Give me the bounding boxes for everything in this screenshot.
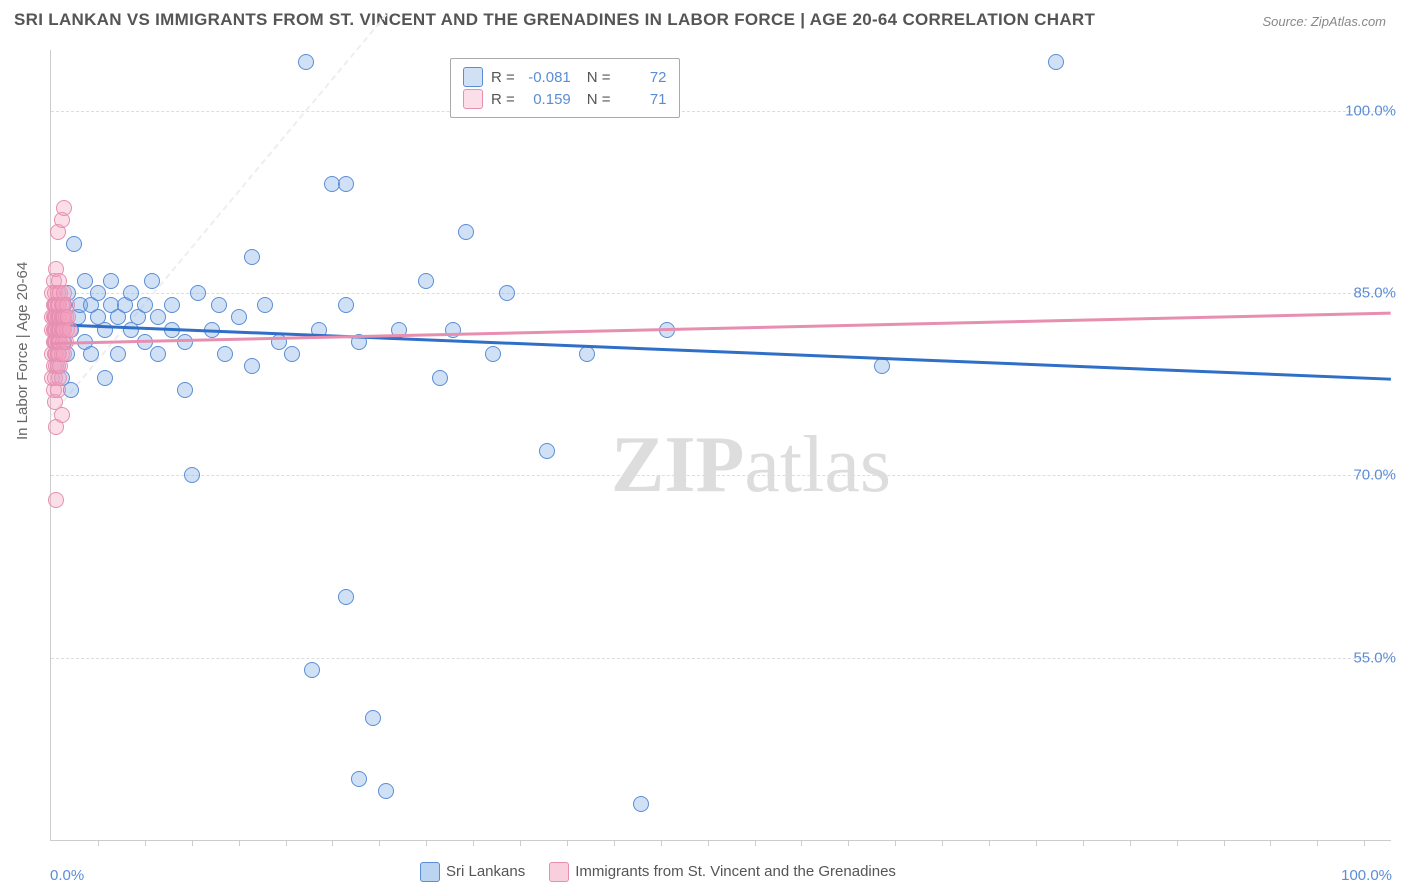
x-tick (379, 840, 380, 846)
chart-title: SRI LANKAN VS IMMIGRANTS FROM ST. VINCEN… (14, 10, 1095, 30)
data-point (499, 285, 515, 301)
x-tick (1270, 840, 1271, 846)
data-point (338, 176, 354, 192)
data-point (62, 322, 78, 338)
data-point (432, 370, 448, 386)
regression-line (51, 311, 1391, 344)
x-tick (848, 840, 849, 846)
y-tick-label: 55.0% (1353, 649, 1396, 666)
y-axis-label: In Labor Force | Age 20-64 (14, 262, 31, 440)
data-point (874, 358, 890, 374)
x-tick (942, 840, 943, 846)
source-attribution: Source: ZipAtlas.com (1262, 14, 1386, 29)
data-point (365, 710, 381, 726)
data-point (54, 407, 70, 423)
data-point (579, 346, 595, 362)
x-tick (567, 840, 568, 846)
x-tick (145, 840, 146, 846)
legend-item: Sri Lankans (420, 862, 525, 882)
data-point (103, 273, 119, 289)
data-point (137, 297, 153, 313)
x-tick (661, 840, 662, 846)
data-point (48, 492, 64, 508)
data-point (257, 297, 273, 313)
data-point (284, 346, 300, 362)
data-point (184, 467, 200, 483)
data-point (539, 443, 555, 459)
x-tick (1364, 840, 1365, 846)
x-tick (1224, 840, 1225, 846)
data-point (217, 346, 233, 362)
correlation-stats-box: R =-0.081N =72R =0.159N =71 (450, 58, 680, 118)
data-point (338, 589, 354, 605)
data-point (97, 370, 113, 386)
x-tick (426, 840, 427, 846)
data-point (458, 224, 474, 240)
x-tick (192, 840, 193, 846)
data-point (378, 783, 394, 799)
data-point (144, 273, 160, 289)
data-point (97, 322, 113, 338)
x-tick (332, 840, 333, 846)
data-point (485, 346, 501, 362)
data-point (351, 771, 367, 787)
gridline (51, 293, 1391, 294)
x-tick-label: 0.0% (50, 867, 84, 884)
x-tick (1036, 840, 1037, 846)
data-point (150, 346, 166, 362)
data-point (150, 309, 166, 325)
data-point (83, 346, 99, 362)
stats-row: R =-0.081N =72 (463, 67, 667, 87)
data-point (418, 273, 434, 289)
x-tick (1177, 840, 1178, 846)
data-point (56, 200, 72, 216)
x-tick-label: 100.0% (1341, 867, 1392, 884)
data-point (90, 285, 106, 301)
x-tick (801, 840, 802, 846)
data-point (1048, 54, 1064, 70)
series-legend: Sri Lankans Immigrants from St. Vincent a… (420, 862, 896, 882)
y-tick-label: 85.0% (1353, 285, 1396, 302)
data-point (77, 273, 93, 289)
data-point (123, 285, 139, 301)
stats-row: R =0.159N =71 (463, 89, 667, 109)
data-point (298, 54, 314, 70)
x-tick (1317, 840, 1318, 846)
data-point (110, 346, 126, 362)
x-tick (239, 840, 240, 846)
gridline (51, 475, 1391, 476)
legend-item: Immigrants from St. Vincent and the Gren… (549, 862, 896, 882)
x-tick (708, 840, 709, 846)
gridline (51, 111, 1391, 112)
x-tick (98, 840, 99, 846)
data-point (66, 236, 82, 252)
y-tick-label: 70.0% (1353, 467, 1396, 484)
data-point (304, 662, 320, 678)
x-tick (755, 840, 756, 846)
scatter-plot: ZIPatlas (50, 50, 1391, 841)
gridline (51, 658, 1391, 659)
x-tick (895, 840, 896, 846)
data-point (338, 297, 354, 313)
x-tick (1130, 840, 1131, 846)
x-tick (989, 840, 990, 846)
x-tick (286, 840, 287, 846)
x-tick (614, 840, 615, 846)
data-point (211, 297, 227, 313)
data-point (244, 249, 260, 265)
data-point (190, 285, 206, 301)
x-tick (1083, 840, 1084, 846)
y-tick-label: 100.0% (1345, 102, 1396, 119)
x-tick (520, 840, 521, 846)
data-point (177, 382, 193, 398)
watermark: ZIPatlas (611, 420, 891, 511)
x-tick (473, 840, 474, 846)
data-point (633, 796, 649, 812)
data-point (231, 309, 247, 325)
data-point (164, 297, 180, 313)
data-point (244, 358, 260, 374)
